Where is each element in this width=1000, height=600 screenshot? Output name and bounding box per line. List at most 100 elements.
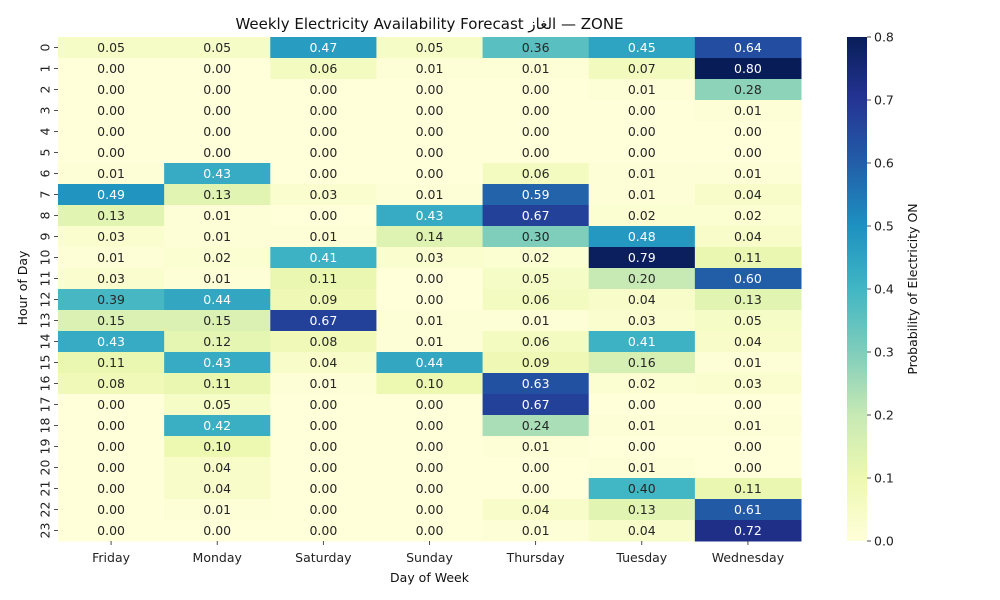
cell-value-label: 0.00 [309,523,337,538]
y-tick-label: 0 [37,43,52,51]
cell-value-label: 0.00 [416,502,444,517]
colorbar-tick-label: 0.6 [874,156,894,171]
heatmap-cell [164,142,271,164]
cell-value-label: 0.08 [309,334,337,349]
cell-value-label: 0.14 [416,229,444,244]
cell-value-label: 0.00 [416,124,444,139]
cell-value-label: 0.41 [628,334,656,349]
cell-value-label: 0.11 [734,481,762,496]
y-axis-label: Hour of Day [15,250,30,325]
heatmap-cell [58,394,165,416]
cell-value-label: 0.06 [522,292,550,307]
heatmap-cell [58,142,165,164]
heatmap-cell [376,520,484,542]
heatmap-cell [164,58,271,80]
heatmap-cell [482,100,590,122]
heatmap-cell [270,436,377,458]
cell-value-label: 0.00 [309,460,337,475]
heatmap-cell [270,499,377,521]
cell-value-label: 0.00 [309,166,337,181]
heatmap-cell [376,121,484,143]
heatmap-cell [270,289,377,311]
cell-value-label: 0.00 [734,460,762,475]
heatmap-cell [58,247,165,269]
cell-value-label: 0.05 [203,397,231,412]
cell-value-label: 0.01 [628,460,656,475]
cell-value-label: 0.00 [734,397,762,412]
heatmap-cell [270,163,377,185]
heatmap-cell [482,352,590,374]
cell-value-label: 0.04 [203,481,231,496]
heatmap-cell [164,310,271,332]
cell-value-label: 0.00 [628,145,656,160]
cell-value-label: 0.00 [97,439,125,454]
cell-value-label: 0.00 [97,481,125,496]
colorbar-ticks: 0.0 0.1 0.2 0.3 0.4 0.5 0.6 0.7 0.8 [867,30,894,549]
heatmap-cell [482,37,590,59]
cell-value-label: 0.01 [416,61,444,76]
x-tick-label: Monday [193,550,243,565]
heatmap-cell [588,121,696,143]
heatmap-cell [482,142,590,164]
heatmap-cell [694,163,802,185]
heatmap-cell [482,415,590,437]
cell-value-label: 0.72 [734,523,762,538]
cell-value-label: 0.01 [628,166,656,181]
cell-value-label: 0.07 [628,61,656,76]
heatmap-cell [694,79,802,101]
cell-value-label: 0.00 [309,502,337,517]
heatmap-cell [58,226,165,248]
colorbar-tick-label: 0.5 [874,219,894,234]
cell-value-label: 0.13 [734,292,762,307]
cell-value-label: 0.10 [416,376,444,391]
cell-value-label: 0.00 [309,418,337,433]
y-tick-label: 18 [37,418,52,434]
cell-value-label: 0.01 [416,313,444,328]
heatmap-cell [376,37,484,59]
heatmap-cell [694,226,802,248]
heatmap-cell [588,436,696,458]
y-tick-label: 7 [37,191,52,199]
heatmap-cell [588,247,696,269]
heatmap-cell [376,352,484,374]
heatmap-cell [482,394,590,416]
heatmap-cell [482,226,590,248]
y-tick-label: 8 [37,211,52,219]
heatmap-cell [164,79,271,101]
cell-value-label: 0.67 [522,397,550,412]
cell-value-label: 0.43 [97,334,125,349]
cell-value-label: 0.00 [203,61,231,76]
heatmap-cell [588,58,696,80]
cell-value-label: 0.01 [522,313,550,328]
colorbar-tick-label: 0.1 [874,471,894,486]
heatmap-cell [164,415,271,437]
cell-value-label: 0.00 [309,103,337,118]
cell-value-label: 0.00 [309,439,337,454]
heatmap-cell [270,37,377,59]
cell-value-label: 0.09 [522,355,550,370]
heatmap-cell [588,79,696,101]
cell-value-label: 0.00 [416,82,444,97]
cell-value-label: 0.00 [416,397,444,412]
cell-value-label: 0.00 [203,103,231,118]
cell-value-label: 0.00 [97,502,125,517]
x-tick-label: Saturday [295,550,352,565]
cell-value-label: 0.01 [734,418,762,433]
heatmap-cell [376,184,484,206]
heatmap-cell [58,121,165,143]
heatmap-cell [694,268,802,290]
cell-value-label: 0.00 [309,124,337,139]
colorbar-tick-label: 0.4 [874,282,894,297]
heatmap-cell [694,289,802,311]
heatmap-cell [58,457,165,479]
cell-value-label: 0.01 [203,229,231,244]
heatmap-cell [588,268,696,290]
cell-value-label: 0.01 [734,355,762,370]
heatmap-cell [164,373,271,395]
y-tick-label: 21 [37,481,52,497]
cell-value-label: 0.01 [628,187,656,202]
cell-value-label: 0.01 [734,103,762,118]
heatmap-cell [694,352,802,374]
cell-value-label: 0.67 [309,313,337,328]
heatmap-cell [376,142,484,164]
